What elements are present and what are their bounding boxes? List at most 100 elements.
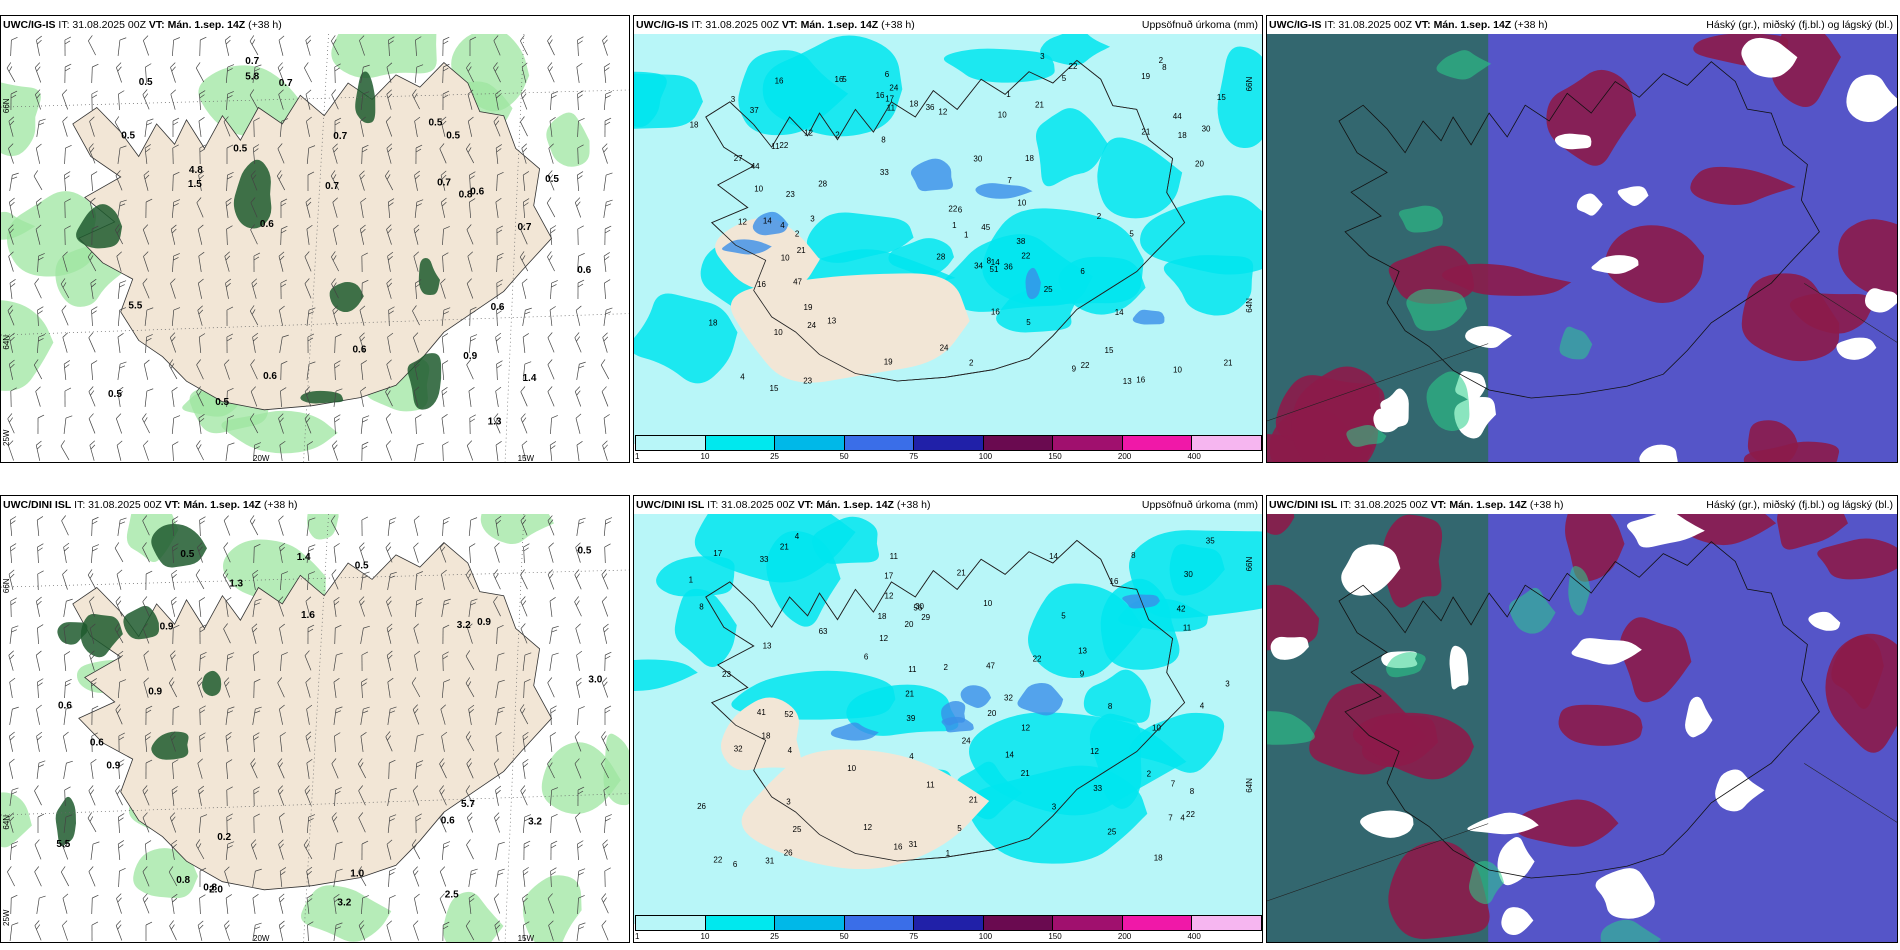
wind-barb [357, 758, 367, 779]
clear-sky [1591, 255, 1639, 274]
clear-sky [1808, 611, 1841, 631]
precip-value-label: 22 [948, 204, 957, 213]
wind-barb [226, 144, 234, 165]
wind-barb [469, 36, 477, 57]
vt-label: VT: [164, 499, 181, 511]
precip-value-label: 9 [1080, 669, 1085, 678]
valid-time: Mán. 1.sep. 14Z [1449, 499, 1527, 511]
wind-barb [385, 542, 393, 563]
wind-barb [142, 89, 150, 110]
precip-value-label: 44 [751, 162, 760, 171]
wind-barb [225, 278, 232, 299]
precip-core [722, 239, 772, 255]
wind-barb [603, 199, 613, 218]
wind-barb [334, 624, 342, 645]
wind-barb [89, 650, 95, 671]
wind-barb [117, 650, 124, 671]
wind-barb [465, 785, 475, 806]
wind-barb [361, 279, 369, 300]
wind-barb [199, 144, 206, 165]
wind-barb [493, 596, 501, 617]
wind-barb [37, 813, 45, 834]
wind-barb [522, 361, 532, 380]
wind-barb [305, 677, 311, 698]
wind-barb [63, 760, 73, 779]
precip-shade [1, 300, 54, 391]
precip-shade [634, 659, 698, 692]
wind-barb [35, 386, 41, 407]
axis-label: 66N [2, 578, 11, 593]
wind-barb [118, 732, 125, 753]
wind-barb [91, 306, 98, 327]
wind-barb [574, 569, 582, 590]
wind-barb [574, 731, 582, 752]
axis-label: 66N [1245, 557, 1254, 572]
wind-barb [386, 623, 393, 644]
wind-barb [412, 89, 420, 110]
wind-barb [388, 306, 395, 327]
panel-header: UWC/DINI ISL IT: 31.08.2025 00Z VT: Mán.… [1267, 496, 1897, 514]
wind-barb [442, 63, 450, 84]
wind-barb [142, 596, 150, 617]
wind-barb [442, 36, 450, 57]
wind-barb [64, 679, 72, 699]
precip-value-label: 20 [1195, 159, 1204, 168]
wind-barb [413, 623, 419, 644]
precip-value-label: 18 [690, 121, 699, 130]
wind-barb [114, 542, 124, 563]
precip-shade [1128, 530, 1262, 619]
precip-value-label: 0.5 [139, 77, 153, 88]
wind-barb [280, 652, 288, 672]
wind-barb [496, 252, 504, 273]
wind-barb [385, 440, 393, 461]
wind-barb [333, 922, 343, 941]
wind-barb [278, 413, 284, 434]
wind-barb [604, 651, 612, 672]
wind-barb [413, 515, 420, 536]
wind-barb [169, 920, 177, 941]
precip-value-label: 1.0 [350, 869, 364, 880]
legend-swatch [982, 915, 1054, 931]
wind-barb [115, 170, 123, 191]
wind-barb [386, 596, 392, 617]
wind-barb [386, 920, 393, 941]
wind-barb [468, 868, 478, 887]
wind-barb [250, 224, 258, 245]
wind-barb [520, 596, 528, 617]
wind-barb [253, 813, 260, 834]
wind-barb [493, 413, 501, 434]
wind-barb [415, 279, 422, 300]
legend-tick-label: 50 [839, 932, 849, 941]
precip-value-label: 20 [905, 620, 914, 629]
precip-core [76, 204, 123, 249]
precip-value-label: 4 [780, 221, 785, 230]
wind-barb [387, 198, 395, 219]
wind-barb [280, 225, 288, 246]
wind-barb [8, 812, 15, 833]
wind-barb [170, 731, 176, 752]
precip-value-label: 5 [842, 75, 847, 84]
wind-barb [547, 35, 555, 56]
precip-value-label: 30 [973, 154, 982, 163]
wind-barb [442, 651, 449, 672]
wind-barb [305, 596, 312, 617]
wind-barb [172, 705, 180, 726]
wind-barb [225, 442, 235, 461]
wind-barb [224, 866, 230, 887]
wind-barb [466, 758, 474, 779]
wind-barb [495, 868, 505, 887]
wind-barb [305, 89, 312, 110]
wind-barb [253, 252, 261, 273]
precip-value-label: 0.2 [217, 832, 231, 843]
wind-barb [604, 705, 612, 726]
wind-barb [547, 62, 555, 83]
wind-barb [225, 596, 232, 617]
wind-barb [415, 414, 422, 435]
wind-barb [35, 197, 42, 218]
wind-barb [550, 91, 558, 111]
precip-value-label: 2 [944, 663, 949, 672]
precip-value-label: 14 [991, 258, 1000, 267]
precip-value-label: 30 [1202, 125, 1211, 134]
wind-barb [8, 569, 15, 590]
wind-barb [357, 866, 367, 887]
